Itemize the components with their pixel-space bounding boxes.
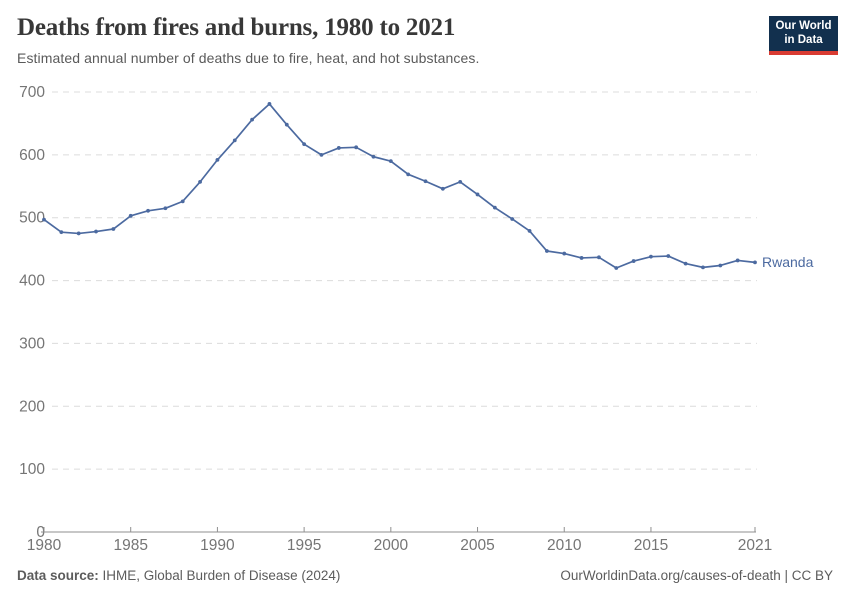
data-point bbox=[319, 152, 324, 157]
series-end-label: Rwanda bbox=[762, 254, 814, 270]
x-axis-tick-label: 2021 bbox=[738, 537, 772, 554]
data-point bbox=[59, 230, 64, 235]
chart-subtitle: Estimated annual number of deaths due to… bbox=[17, 49, 480, 66]
data-point bbox=[76, 231, 81, 236]
data-point bbox=[406, 172, 411, 177]
data-point bbox=[354, 145, 359, 150]
data-point bbox=[423, 179, 428, 184]
data-point bbox=[146, 208, 150, 213]
data-point bbox=[232, 138, 237, 143]
data-point bbox=[579, 256, 584, 260]
data-point bbox=[649, 254, 653, 259]
data-point bbox=[371, 154, 376, 159]
data-point bbox=[163, 206, 168, 211]
x-axis-tick-label: 2000 bbox=[374, 537, 409, 554]
y-axis-tick-label: 700 bbox=[19, 84, 45, 101]
data-point bbox=[666, 254, 671, 258]
data-point bbox=[545, 249, 549, 253]
x-axis-tick-label: 2010 bbox=[547, 537, 582, 554]
data-point bbox=[302, 142, 307, 147]
y-axis-tick-label: 400 bbox=[19, 273, 45, 290]
data-point bbox=[597, 255, 601, 260]
data-point bbox=[336, 146, 341, 150]
data-point bbox=[267, 102, 272, 106]
data-source-text: IHME, Global Burden of Disease (2024) bbox=[98, 568, 341, 583]
data-point bbox=[510, 217, 515, 221]
x-axis-tick-label: 1980 bbox=[27, 537, 62, 554]
data-point bbox=[718, 263, 723, 268]
data-point bbox=[475, 192, 480, 197]
data-source-label: Data source: bbox=[17, 568, 99, 583]
y-axis-tick-label: 0 bbox=[36, 524, 45, 541]
owid-logo-text-line2: in Data bbox=[784, 33, 823, 46]
data-point bbox=[388, 159, 393, 164]
y-axis-tick-label: 600 bbox=[19, 147, 45, 164]
x-axis-tick-label: 2005 bbox=[460, 537, 494, 554]
data-point bbox=[440, 186, 445, 191]
data-source-note: Data source: IHME, Global Burden of Dise… bbox=[17, 568, 340, 583]
data-point bbox=[180, 199, 185, 204]
data-point bbox=[198, 179, 202, 184]
data-point bbox=[42, 217, 46, 222]
owid-logo-text-line1: Our World bbox=[775, 20, 832, 32]
page-title: Deaths from fires and burns, 1980 to 202… bbox=[17, 14, 456, 41]
x-axis-tick-label: 2015 bbox=[634, 537, 668, 554]
data-point bbox=[111, 227, 116, 231]
data-point bbox=[631, 259, 636, 263]
data-point bbox=[250, 117, 254, 122]
data-point bbox=[683, 261, 688, 266]
data-point bbox=[701, 265, 705, 270]
owid-logo: Our World in Data bbox=[769, 16, 838, 55]
data-point bbox=[735, 258, 740, 263]
x-axis-tick-label: 1995 bbox=[287, 537, 321, 554]
y-axis-tick-label: 300 bbox=[19, 335, 45, 352]
data-line bbox=[43, 103, 756, 269]
data-point bbox=[753, 260, 757, 265]
data-point bbox=[215, 157, 220, 162]
data-point bbox=[492, 205, 497, 210]
data-point bbox=[458, 179, 463, 184]
credit-link: OurWorldinData.org/causes-of-death | CC … bbox=[560, 568, 833, 583]
y-axis-tick-label: 200 bbox=[19, 398, 45, 415]
chart-header: Deaths from fires and burns, 1980 to 202… bbox=[17, 14, 757, 66]
data-point bbox=[94, 229, 98, 234]
y-axis-tick-label: 500 bbox=[19, 210, 45, 227]
x-axis-tick-label: 1990 bbox=[200, 537, 235, 554]
data-point bbox=[128, 213, 133, 218]
data-point bbox=[614, 266, 619, 270]
y-axis-tick-label: 100 bbox=[19, 461, 45, 478]
x-axis-tick-label: 1985 bbox=[113, 537, 147, 554]
chart-footer: Data source: IHME, Global Burden of Dise… bbox=[17, 568, 833, 583]
data-point bbox=[562, 251, 567, 256]
data-point bbox=[284, 122, 289, 127]
data-point bbox=[527, 229, 532, 233]
